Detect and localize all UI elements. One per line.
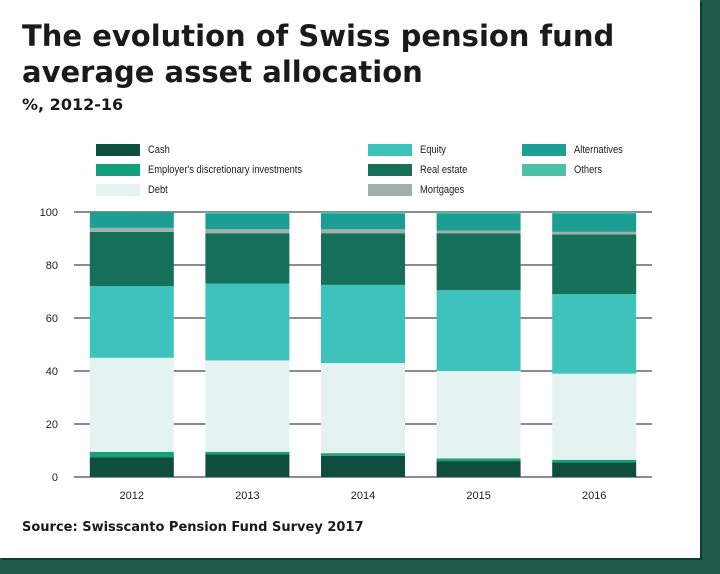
legend-label: Employer's discretionary investments [148,164,303,176]
bar-segment-debt-2015 [436,371,521,459]
bar-segment-debt-2016 [552,373,637,460]
legend-label: Others [574,164,603,176]
y-tick-label: 60 [46,313,58,325]
legend-swatch [96,144,140,156]
y-tick-label: 20 [46,419,58,431]
bar-segment-others-2014 [321,212,405,214]
bar-segment-alternatives-2016 [552,213,637,232]
legend-item: Others [522,164,607,176]
bar-segment-others-2016 [552,212,637,214]
x-tick-label: 2016 [582,490,606,502]
bar-segment-employer-s-discretionary-investments-2016 [552,459,637,463]
bar-segment-real-estate-2014 [321,233,405,285]
bar-segment-employer-s-discretionary-investments-2012 [89,451,174,458]
y-tick-label: 0 [52,472,58,484]
legend-swatch [522,144,566,156]
bar-segment-mortgages-2013 [205,229,290,234]
bar-segment-equity-2015 [436,290,521,371]
y-tick-label: 80 [46,260,58,272]
bar-segment-cash-2014 [321,455,405,477]
bar-segment-alternatives-2013 [205,213,290,230]
chart-title: The evolution of Swiss pension fund aver… [22,19,615,89]
legend-swatch [96,164,140,176]
bar-segment-real-estate-2016 [552,234,637,295]
bar-segment-debt-2012 [89,357,174,452]
legend-item: Real estate [368,164,476,176]
bar-segment-real-estate-2012 [89,231,174,287]
legend-label: Alternatives [574,144,623,156]
x-tick-label: 2013 [235,490,259,502]
bar-segment-employer-s-discretionary-investments-2013 [205,451,290,455]
legend-label: Mortgages [420,184,465,196]
legend-swatch [368,184,412,196]
x-tick-label: 2014 [351,490,375,502]
legend-swatch [522,164,566,176]
bar-segment-cash-2015 [436,461,521,477]
x-tick-label: 2012 [120,490,144,502]
y-tick-label: 40 [46,366,58,378]
bar-segment-alternatives-2012 [89,212,174,228]
stacked-bar-chart: 0 20 40 60 80 100 2012 2013 2014 2015 2016 [40,207,652,502]
bar-segment-employer-s-discretionary-investments-2014 [321,453,405,456]
bar-segment-debt-2013 [205,360,290,452]
bar-segment-mortgages-2015 [436,230,521,234]
legend-item: Equity [368,144,451,156]
legend-swatch [96,184,140,196]
legend-item: Cash [96,144,174,156]
bar-segment-others-2015 [436,212,521,214]
bar-segment-employer-s-discretionary-investments-2015 [436,458,521,462]
bar-segment-cash-2016 [552,462,637,477]
legend-swatch [368,144,412,156]
bar-segment-real-estate-2013 [205,233,290,284]
bar-segment-alternatives-2015 [436,213,521,231]
source-note: Source: Swisscanto Pension Fund Survey 2… [22,520,364,535]
legend-item: Employer's discretionary investments [96,164,329,176]
bar-segment-alternatives-2014 [321,213,405,230]
bar-segment-equity-2016 [552,294,637,374]
legend-item: Debt [96,184,171,196]
bar-segment-cash-2013 [205,454,290,477]
legend-label: Equity [420,144,446,156]
legend-label: Debt [148,184,168,196]
legend-swatch [368,164,412,176]
bar-segment-equity-2012 [89,286,174,358]
bar-segment-mortgages-2012 [89,227,174,232]
bar-segment-equity-2013 [205,283,290,361]
bar-segment-mortgages-2016 [552,231,637,235]
bar-segment-cash-2012 [89,457,174,477]
x-tick-label: 2015 [466,490,490,502]
legend-item: Mortgages [368,184,472,196]
legend-label: Real estate [420,164,468,176]
chart-card: The evolution of Swiss pension fund aver… [0,0,700,558]
bar-segment-debt-2014 [321,363,405,454]
bar-segment-mortgages-2014 [321,229,405,234]
bar-segment-equity-2014 [321,284,405,364]
legend-label: Cash [148,144,170,156]
chart-subtitle: %, 2012-16 [22,95,124,114]
bar-segment-real-estate-2015 [436,233,521,291]
legend-item: Alternatives [522,144,631,156]
bar-segment-others-2013 [205,212,290,214]
y-tick-label: 100 [40,207,58,219]
